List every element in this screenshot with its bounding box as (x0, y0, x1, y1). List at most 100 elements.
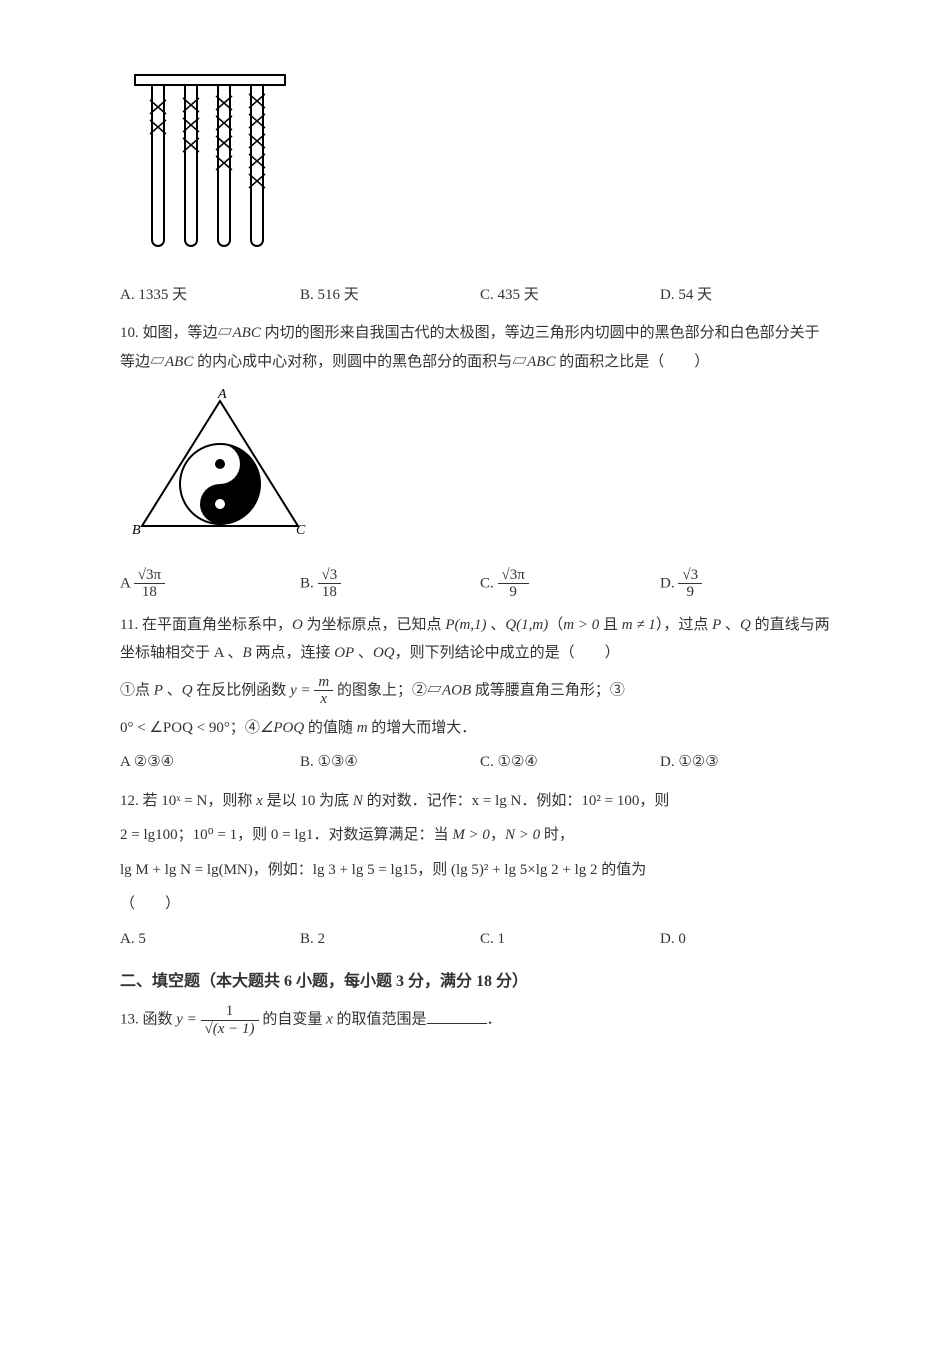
q12-ex2: lg 3 + lg 5 = lg15 (313, 862, 417, 878)
q11-i1b: 、 (163, 682, 182, 698)
q13-blank[interactable] (427, 1008, 487, 1024)
q13-num: 1 (201, 1003, 259, 1021)
q12-xlgN: x = lg N (472, 793, 522, 809)
q13-d: ． (487, 1012, 502, 1028)
q12-ex1: 10² = 100 (581, 793, 639, 809)
q11-Ql: Q (740, 617, 751, 633)
q12-options: A. 5 B. 2 C. 1 D. 0 (120, 925, 830, 954)
q13-y: y = (176, 1012, 200, 1028)
q11-i4b: 的值随 (304, 720, 357, 736)
q9-opt-a[interactable]: A. 1335 天 (120, 281, 290, 310)
q11-AOB: AOB (442, 682, 471, 698)
q11-opt-b[interactable]: B. ①③④ (300, 748, 470, 777)
q11-i1P: P (154, 682, 163, 698)
q11-d: 且 (599, 617, 622, 633)
q9-options: A. 1335 天 B. 516 天 C. 435 天 D. 54 天 (120, 281, 830, 310)
q10-opt-d-den: 9 (678, 584, 702, 601)
q13-c: 的取值范围是 (333, 1012, 427, 1028)
q11-h: 两点，连接 (252, 645, 335, 661)
q12-paren: （ ） (120, 890, 830, 919)
q12-M0: M > 0 (452, 827, 490, 843)
q10-abc-3: ABC (527, 354, 555, 370)
q11-opt-d[interactable]: D. ①②③ (660, 748, 830, 777)
q12-l2e: 时， (540, 827, 574, 843)
q12-l1a: 12. 若 (120, 793, 161, 809)
chimes-svg (130, 70, 290, 250)
q11-f1: 、 (487, 617, 506, 633)
q12-l1d: 的对数．记作： (363, 793, 472, 809)
q12-l1: 12. 若 10ˣ = N，则称 x 是以 10 为底 N 的对数．记作：x =… (120, 787, 830, 816)
q10-stem-a: 10. 如图，等边▱ (120, 325, 233, 341)
q10-opt-b-label: B. (300, 575, 314, 591)
q10-opt-b[interactable]: B. √318 (300, 567, 470, 601)
q12-ten0: 10⁰ = 1 (193, 827, 237, 843)
q12-l1f: ，则 (639, 793, 669, 809)
q11-fd: x (314, 691, 333, 708)
q11-i1e: 成等腰直角三角形；③ (471, 682, 625, 698)
q10-stem-d: 的面积之比是（ ） (555, 354, 709, 370)
q10-abc-1: ABC (233, 325, 261, 341)
q11-b: 为坐标原点，已知点 (303, 617, 446, 633)
q11-a: 11. 在平面直角坐标系中， (120, 617, 292, 633)
svg-text:A: A (217, 387, 227, 402)
q10-opt-b-den: 18 (318, 584, 342, 601)
q10-opt-d-label: D. (660, 575, 675, 591)
q11-yeq: y = (290, 682, 314, 698)
q12-l2a: ； (178, 827, 193, 843)
q11-Bl: B (243, 645, 252, 661)
q12-tenx: 10ˣ = N (161, 793, 207, 809)
q11-opt-a[interactable]: A ②③④ (120, 748, 290, 777)
q9-opt-b[interactable]: B. 516 天 (300, 281, 470, 310)
q10-abc-2: ABC (165, 354, 193, 370)
q12-x: x (256, 793, 263, 809)
q11-options: A ②③④ B. ①③④ C. ①②④ D. ①②③ (120, 748, 830, 777)
q11-i3: 0° < ∠POQ < 90° (120, 720, 230, 736)
q11-i4a: ；④ (230, 720, 260, 736)
q11-f2: 、 (721, 617, 740, 633)
q11-i1a: ①点 (120, 682, 154, 698)
q10-opt-c-num: √3π (498, 567, 529, 585)
q11-j: ，则下列结论中成立的是（ ） (395, 645, 620, 661)
q10-opt-b-num: √3 (318, 567, 342, 585)
q9-opt-c[interactable]: C. 435 天 (480, 281, 650, 310)
q11-cond2: m ≠ 1 (622, 617, 656, 633)
q12-l1e: ．例如： (521, 793, 581, 809)
q12-l3a: ，例如： (253, 862, 313, 878)
q12-l3b: ，则 (417, 862, 451, 878)
q12-l2d: ， (490, 827, 505, 843)
q10-stem-c: 的内心成中心对称，则圆中的黑色部分的面积与▱ (193, 354, 527, 370)
q11-e: ），过点 (656, 617, 712, 633)
q11-Q: Q(1,m) (505, 617, 548, 633)
q11-i4c: 的增大而增大． (368, 720, 477, 736)
q10-opt-a[interactable]: A √3π18 (120, 567, 290, 601)
q10-stem: 10. 如图，等边▱ABC 内切的图形来自我国古代的太极图，等边三角形内切圆中的… (120, 319, 830, 376)
q12-l3c: 的值为 (598, 862, 647, 878)
q13-x: x (326, 1012, 333, 1028)
q12-opt-d[interactable]: D. 0 (660, 925, 830, 954)
q13-a: 13. 函数 (120, 1012, 176, 1028)
q13-b: 的自变量 (259, 1012, 327, 1028)
q10-opt-d[interactable]: D. √39 (660, 567, 830, 601)
q11-Pl: P (712, 617, 721, 633)
q11-stem: 11. 在平面直角坐标系中，O 为坐标原点，已知点 P(m,1) 、Q(1,m)… (120, 611, 830, 668)
q10-opt-a-den: 18 (134, 584, 165, 601)
q12-opt-b[interactable]: B. 2 (300, 925, 470, 954)
q11-items-2: 0° < ∠POQ < 90°；④∠POQ 的值随 m 的增大而增大． (120, 714, 830, 743)
q12-l3: lg M + lg N = lg(MN)，例如：lg 3 + lg 5 = lg… (120, 856, 830, 885)
q12-opt-c[interactable]: C. 1 (480, 925, 650, 954)
q12-opt-a[interactable]: A. 5 (120, 925, 290, 954)
q11-OQ: OQ (373, 645, 395, 661)
q10-options: A √3π18 B. √318 C. √3π9 D. √39 (120, 567, 830, 601)
q11-i1Q: Q (182, 682, 193, 698)
q12-l2b: ，则 (237, 827, 271, 843)
q9-diagram (130, 70, 830, 261)
q11-opt-c[interactable]: C. ①②④ (480, 748, 650, 777)
q10-opt-d-num: √3 (678, 567, 702, 585)
q10-opt-c[interactable]: C. √3π9 (480, 567, 650, 601)
q11-i: 、 (354, 645, 373, 661)
q11-cond1: m > 0 (563, 617, 599, 633)
q10-opt-a-num: √3π (134, 567, 165, 585)
q11-items: ①点 P 、Q 在反比例函数 y = mx 的图象上；②▱AOB 成等腰直角三角… (120, 674, 830, 708)
q9-opt-d[interactable]: D. 54 天 (660, 281, 830, 310)
q12-l2c: ．对数运算满足：当 (314, 827, 453, 843)
